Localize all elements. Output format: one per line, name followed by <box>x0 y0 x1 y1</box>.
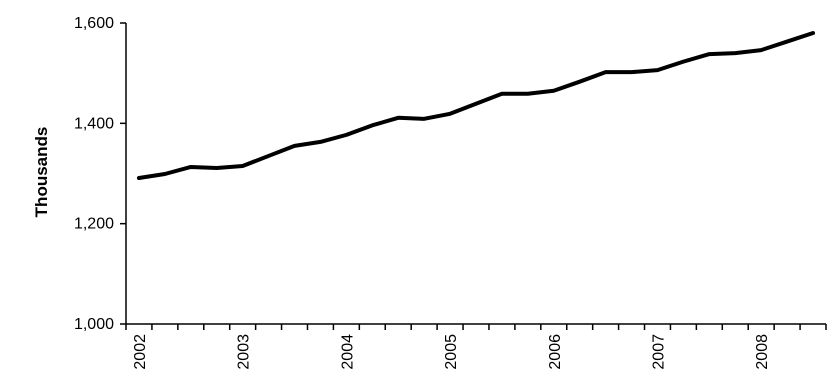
y-tick-label: 1,000 <box>74 316 114 333</box>
x-tick-label: 2007 <box>650 334 667 370</box>
y-tick-label: 1,400 <box>74 115 114 132</box>
series-line <box>136 31 816 181</box>
y-tick-label: 1,600 <box>74 15 114 32</box>
x-tick-label: 2006 <box>547 334 564 370</box>
x-tick-label: 2002 <box>132 334 149 370</box>
y-tick-label: 1,200 <box>74 216 114 233</box>
x-tick-label: 2005 <box>443 334 460 370</box>
y-ticks: 1,000 1,200 1,400 1,600 <box>74 15 126 333</box>
x-tick-label: 2003 <box>236 334 253 370</box>
x-ticks: 2002 2003 2004 2005 2006 2007 2008 <box>125 324 827 370</box>
x-tick-label: 2004 <box>339 334 356 370</box>
x-tick-label: 2008 <box>754 334 771 370</box>
y-axis-label: Thousands <box>32 127 51 218</box>
